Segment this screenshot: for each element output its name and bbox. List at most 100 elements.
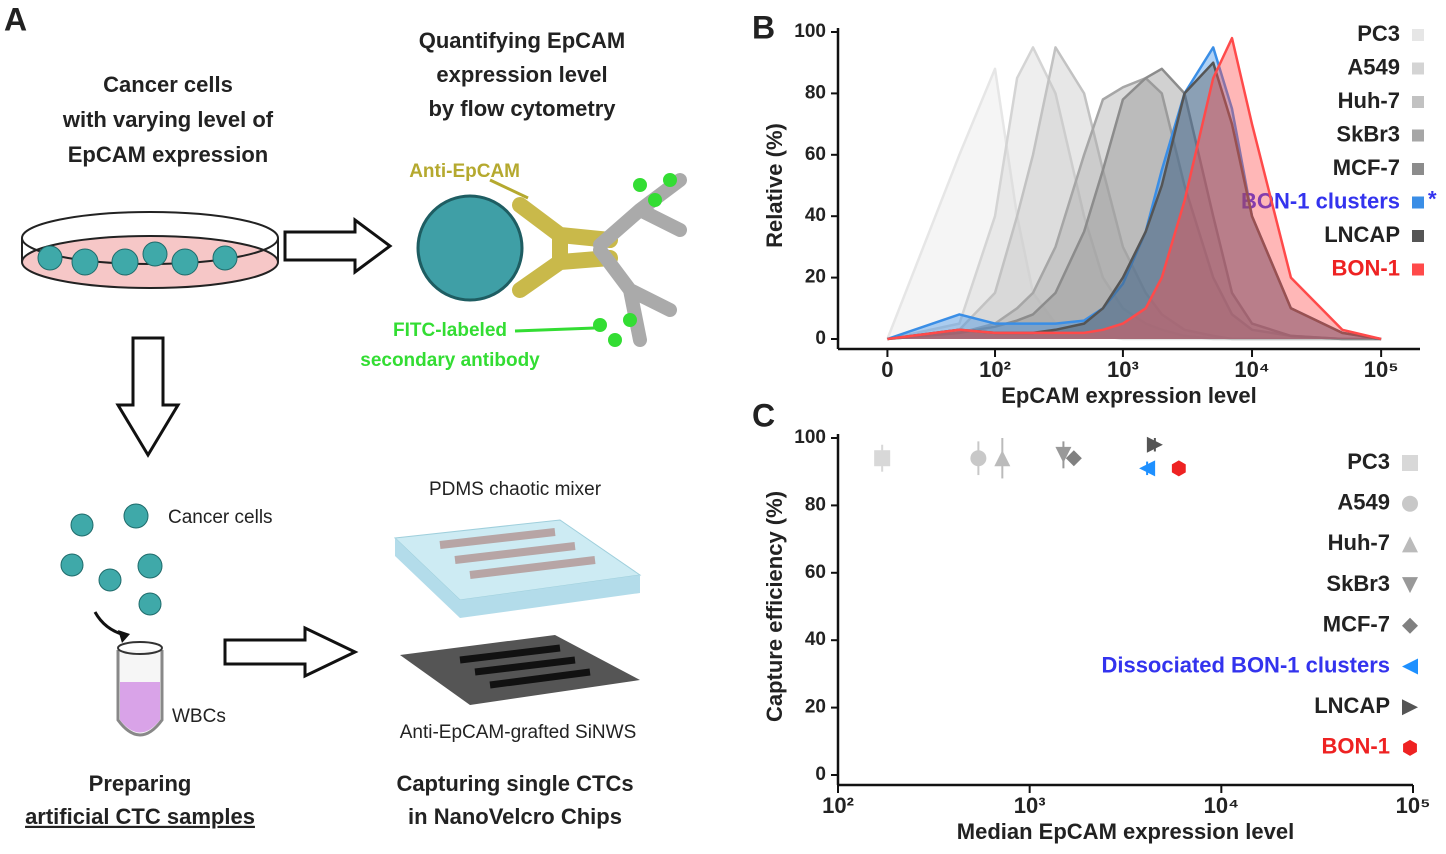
annotation: *	[1428, 186, 1437, 211]
marker	[1139, 460, 1156, 477]
legend-label: PC3	[1357, 21, 1400, 46]
legend-label: A549	[1337, 490, 1390, 515]
x-tick-label: 0	[881, 357, 893, 382]
y-tick-label: 20	[805, 267, 826, 288]
legend-label: A549	[1347, 54, 1400, 79]
legend-label: LNCAP	[1314, 693, 1390, 718]
marker	[1402, 577, 1418, 594]
heading: Preparing	[89, 771, 192, 796]
panel-label: C	[752, 397, 775, 433]
area	[887, 46, 1382, 341]
mixer-side	[395, 538, 640, 618]
annotation: Anti-EpCAM-grafted SiNWS	[400, 722, 637, 743]
panel-label: B	[752, 9, 775, 45]
annotation: secondary antibody	[360, 350, 540, 371]
y-tick-label: 20	[805, 697, 826, 718]
heading: in NanoVelcro Chips	[408, 804, 622, 829]
arrow	[115, 336, 181, 458]
y-axis-label: Relative (%)	[762, 123, 787, 248]
cells	[60, 503, 163, 616]
y-axis-label: Capture efficiency (%)	[762, 491, 787, 722]
arrowhead	[118, 630, 130, 643]
legend-swatch	[1412, 96, 1424, 108]
x-tick-label: 10²	[822, 793, 854, 818]
heading: EpCAM expression	[68, 142, 269, 167]
legend-swatch	[1412, 263, 1424, 276]
marker	[1402, 495, 1418, 512]
legend-label: BON-1	[1332, 255, 1400, 280]
x-tick-label: 10⁴	[1234, 357, 1269, 382]
legend-swatch	[1412, 62, 1424, 75]
cells	[37, 241, 238, 276]
legend-label: MCF-7	[1333, 155, 1400, 180]
area	[887, 36, 1382, 341]
legend-label: SkBr3	[1326, 571, 1390, 596]
y-tick-label: 60	[805, 144, 826, 165]
x-tick-label: 10³	[1107, 357, 1139, 382]
arrow	[223, 625, 359, 679]
legend-label: Dissociated BON-1 clusters	[1101, 652, 1390, 677]
legend-label: LNCAP	[1324, 222, 1400, 247]
legend-swatch	[1412, 129, 1424, 142]
legend-label: MCF-7	[1323, 612, 1390, 637]
marker	[1171, 460, 1186, 477]
y-tick-label: 0	[815, 764, 826, 785]
annotation: Anti-EpCAM	[409, 161, 520, 182]
marker	[1402, 658, 1418, 675]
dish-wall	[21, 238, 279, 262]
heading: Cancer cells	[103, 72, 233, 97]
legend-label: Huh-7	[1338, 88, 1400, 113]
sinws	[459, 644, 591, 689]
area	[887, 67, 1382, 341]
legend-label: SkBr3	[1336, 121, 1400, 146]
marker	[1146, 436, 1163, 453]
heading: with varying level of	[62, 107, 274, 132]
legend-label: BON-1	[1322, 734, 1390, 759]
panel-label: A	[4, 1, 27, 37]
x-tick-label: 10⁴	[1204, 793, 1239, 818]
legend-swatch	[1412, 29, 1424, 41]
y-tick-label: 40	[805, 629, 826, 650]
y-tick-label: 0	[815, 328, 826, 349]
x-tick-label: 10⁵	[1364, 357, 1399, 382]
annotation: Cancer cells	[168, 507, 273, 528]
y-tick-label: 40	[805, 205, 826, 226]
heading: Quantifying EpCAM	[419, 28, 626, 53]
heading: artificial CTC samples	[25, 804, 255, 829]
leader	[489, 178, 529, 200]
x-tick-label: 10⁵	[1396, 793, 1431, 818]
marker	[1402, 536, 1418, 553]
heading: by flow cytometry	[428, 96, 616, 121]
cell	[416, 194, 524, 302]
marker	[1055, 446, 1072, 463]
secondary-antibody	[593, 173, 687, 347]
y-tick-label: 100	[794, 427, 826, 448]
marker	[1402, 455, 1418, 471]
y-tick-label: 100	[794, 21, 826, 42]
x-tick-label: 10³	[1014, 793, 1046, 818]
heading: expression level	[436, 62, 607, 87]
heading: Capturing single CTCs	[396, 771, 633, 796]
arrow	[283, 217, 393, 275]
marker	[874, 450, 891, 467]
area	[887, 76, 1382, 341]
channels	[439, 528, 596, 579]
y-tick-label: 60	[805, 562, 826, 583]
sample	[120, 682, 160, 733]
legend-label: PC3	[1347, 449, 1390, 474]
legend-swatch	[1412, 230, 1424, 242]
legend-label: Huh-7	[1328, 530, 1390, 555]
legend-swatch	[1412, 163, 1424, 175]
legend-swatch	[1412, 196, 1424, 209]
annotation: WBCs	[172, 706, 226, 727]
y-tick-label: 80	[805, 494, 826, 515]
antibody	[512, 197, 618, 298]
panel-a: A Cancer cells with varying level of EpC…	[4, 1, 687, 829]
legend-label: BON-1 clusters	[1241, 188, 1400, 213]
fitc-dots	[593, 173, 677, 347]
x-tick-label: 10²	[979, 357, 1011, 382]
tube-cap	[117, 641, 163, 655]
y-tick-label: 80	[805, 82, 826, 103]
marker	[970, 450, 987, 467]
